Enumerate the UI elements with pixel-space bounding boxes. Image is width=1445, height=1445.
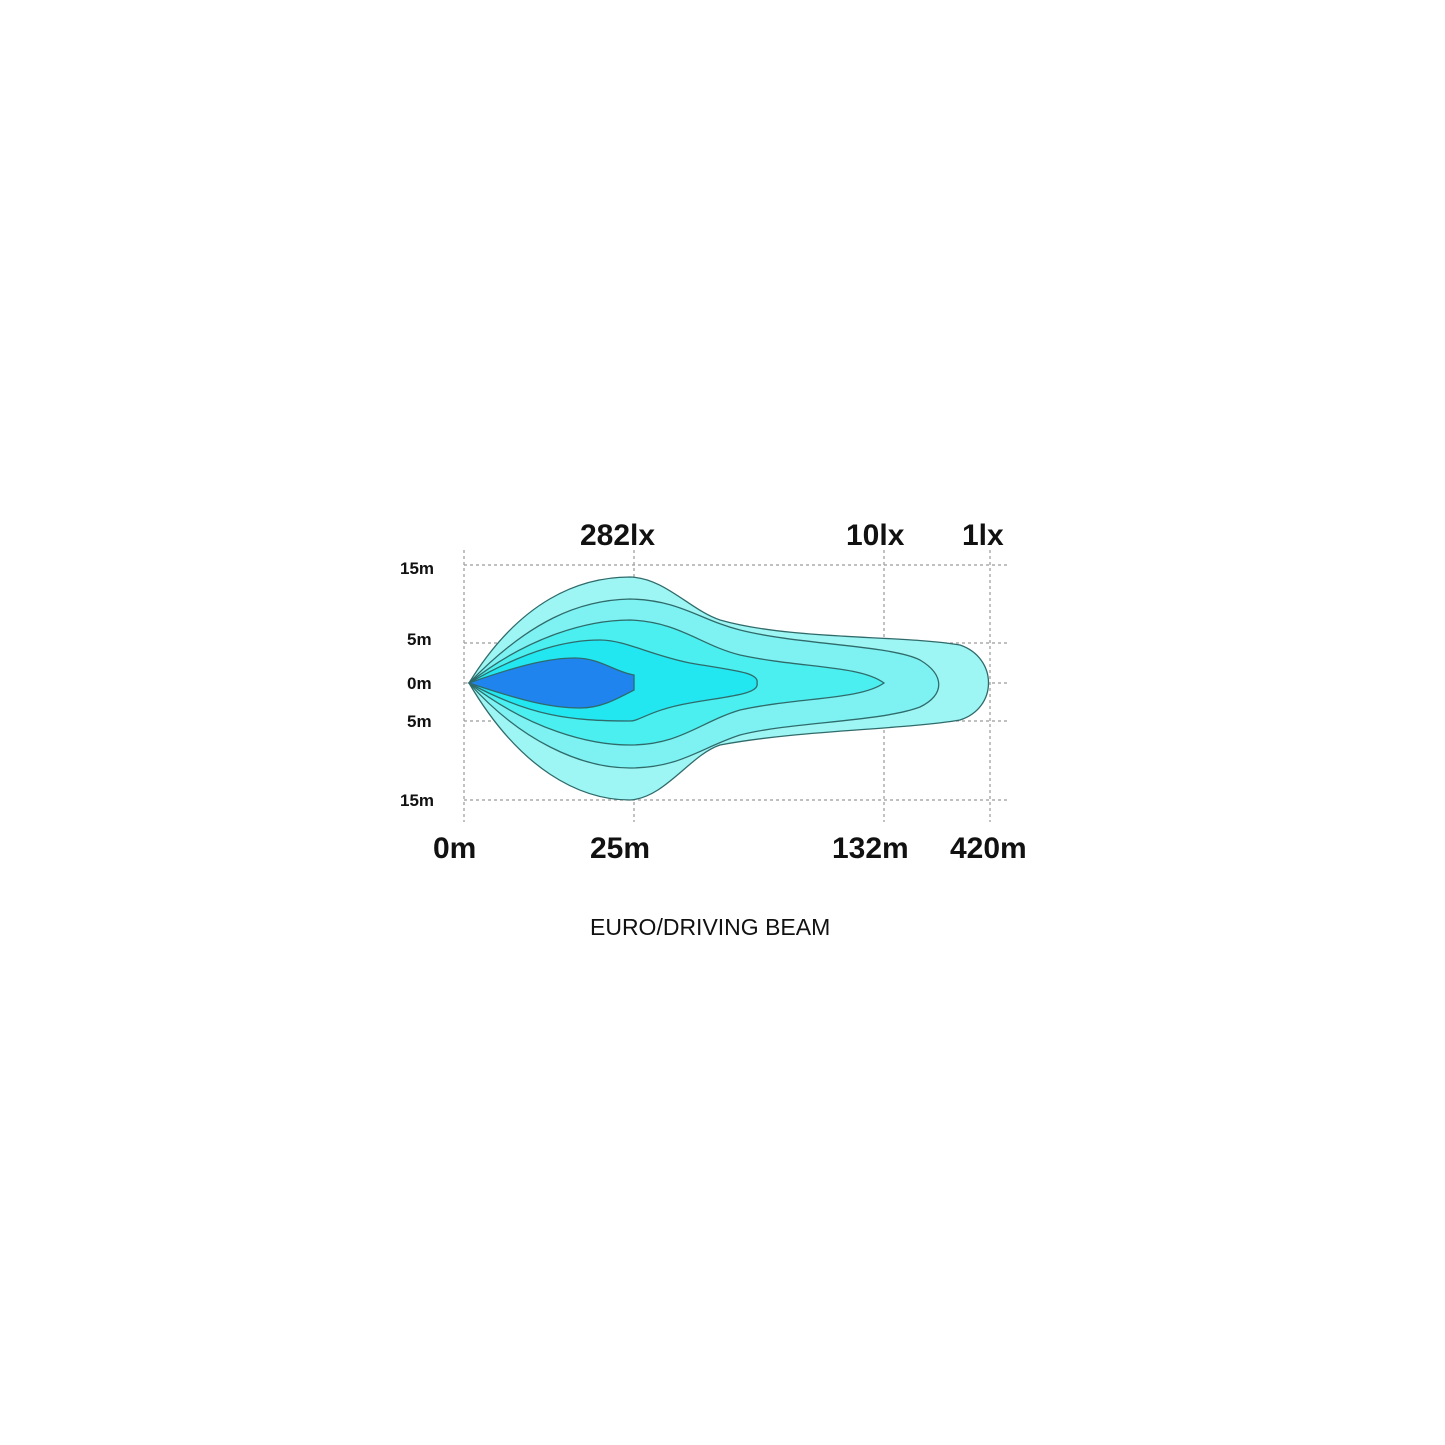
x-tick: 25m [590,832,650,865]
y-tick: 15m [400,559,434,578]
y-tick: 0m [407,674,432,693]
y-tick: 15m [400,791,434,810]
lux-label-282lx: 282lx [580,519,655,552]
y-axis-ticks: 15m 5m 0m 5m 15m [400,559,434,810]
x-tick: 420m [950,832,1027,865]
y-tick: 5m [407,630,432,649]
y-tick: 5m [407,712,432,731]
x-axis-ticks: 0m 25m 132m 420m [433,832,1027,865]
lux-label-1lx: 1lx [962,519,1004,552]
diagram-caption: EURO/DRIVING BEAM [590,914,830,940]
lux-label-10lx: 10lx [846,519,905,552]
lux-labels: 282lx 10lx 1lx [580,519,1004,552]
x-tick: 132m [832,832,909,865]
contour-282lx-core [466,657,635,709]
x-tick: 0m [433,832,476,865]
contours [466,576,990,801]
